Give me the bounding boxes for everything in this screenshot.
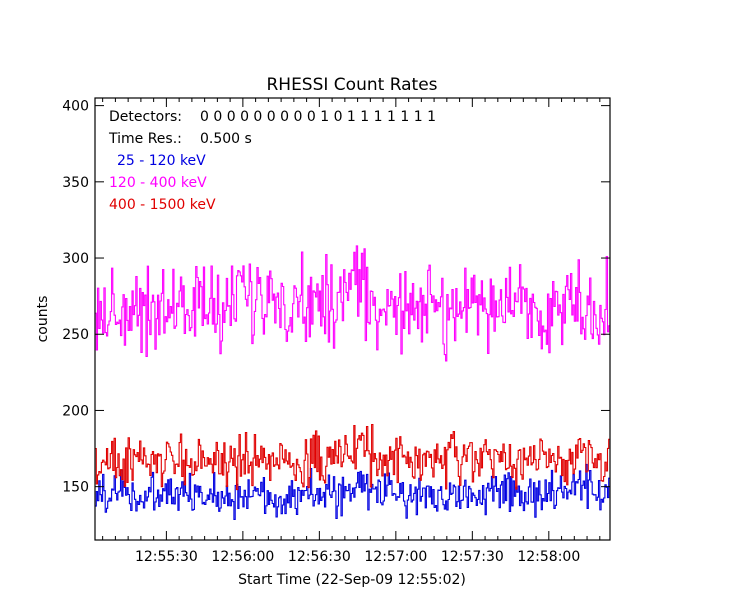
x-tick-label: 12:55:30 [135,549,198,565]
plot-frame [94,97,611,541]
y-tick-label: 250 [62,327,89,343]
legend-entry-400-1500-kev: 400 - 1500 keV [109,197,216,213]
x-tick-label: 12:58:00 [517,549,580,565]
y-axis-ticks: 150 200 250 300 350 400 [62,99,610,496]
x-tick-label: 12:57:30 [441,549,504,565]
series-line-25-120-kev [95,463,610,520]
x-axis-label: Start Time (22-Sep-09 12:55:02) [238,572,466,588]
time-resolution-label: Time Res.: [108,131,182,147]
chart-title: RHESSI Count Rates [266,75,437,95]
x-tick-label: 12:57:00 [364,549,427,565]
info-annotation: Detectors: 0 0 0 0 0 0 0 0 0 1 0 1 1 1 1… [108,109,436,147]
plot-lines [95,245,610,520]
time-resolution-value: 0.500 s [200,131,252,147]
legend: 25 - 120 keV 120 - 400 keV 400 - 1500 ke… [109,153,216,213]
y-tick-label: 400 [62,99,89,115]
detectors-label: Detectors: [109,109,182,125]
x-axis-ticks: 12:55:30 12:56:00 12:56:30 12:57:00 12:57:30… [102,98,601,565]
series-line-120-400-kev [95,245,610,362]
detectors-value: 0 0 0 0 0 0 0 0 0 1 0 1 1 1 1 1 1 1 [200,109,436,125]
y-axis-label: counts [35,296,51,343]
legend-entry-25-120-kev: 25 - 120 keV [117,153,206,169]
y-tick-label: 200 [62,403,89,419]
legend-entry-120-400-kev: 120 - 400 keV [109,175,207,191]
y-tick-label: 300 [62,251,89,267]
y-tick-label: 350 [62,175,89,191]
x-tick-label: 12:56:00 [211,549,274,565]
series-line-400-1500-kev [95,423,610,491]
y-tick-label: 150 [62,480,89,496]
x-tick-label: 12:56:30 [288,549,351,565]
